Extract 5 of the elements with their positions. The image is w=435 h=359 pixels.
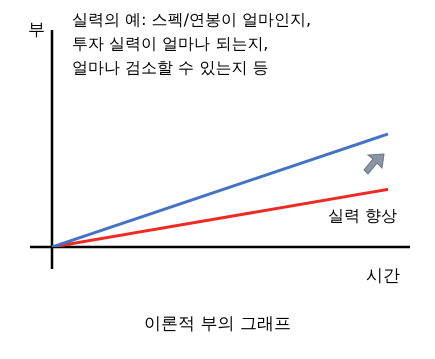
text: 이론적 부의 그래프 [143,313,292,336]
text: 실력의 예: 스펙/연봉이 얼마인지, 투자 실력이 얼마나 되는지, 얼마나 검소할 수 있는지 등 [72,9,312,79]
x-axis-title: 시간 [366,265,400,288]
annotation: 실력 향상 [328,205,398,227]
text: 부 [28,19,45,42]
